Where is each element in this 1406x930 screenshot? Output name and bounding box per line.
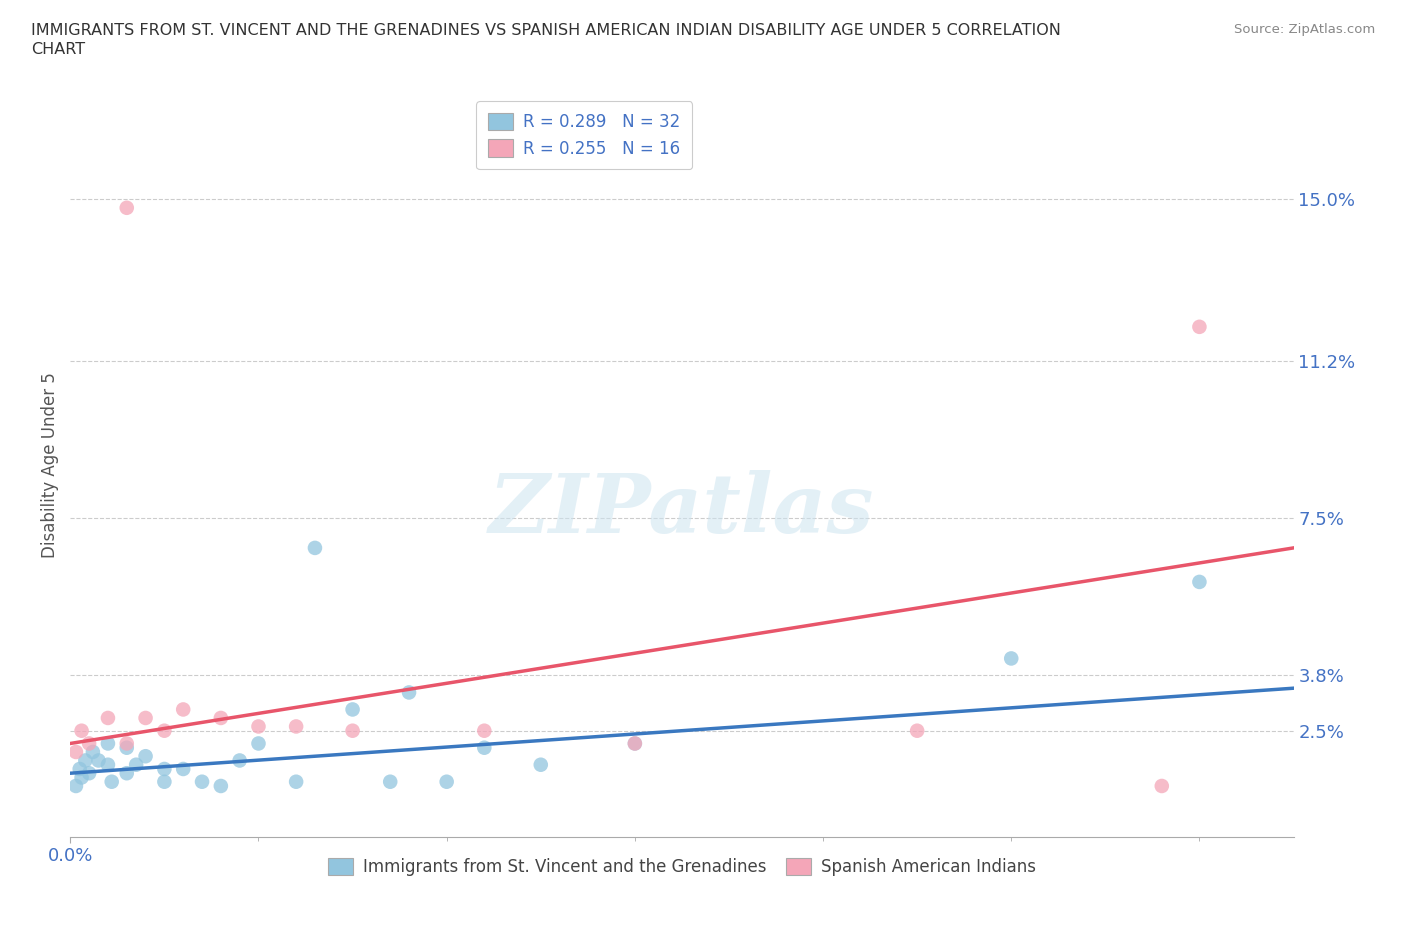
Point <box>100 775 122 790</box>
Point <box>82 745 104 760</box>
Point <box>1000 651 1022 666</box>
Point <box>97 736 120 751</box>
Legend: Immigrants from St. Vincent and the Grenadines, Spanish American Indians: Immigrants from St. Vincent and the Gren… <box>319 850 1045 884</box>
Point <box>69 762 91 777</box>
Point <box>398 685 420 700</box>
Point <box>436 775 458 790</box>
Point <box>153 724 176 738</box>
Point <box>97 711 120 725</box>
Point <box>624 736 647 751</box>
Point <box>209 778 232 793</box>
Point <box>191 775 214 790</box>
Point <box>247 719 270 734</box>
Point <box>77 765 100 780</box>
Point <box>115 740 138 755</box>
Point <box>1150 778 1173 793</box>
Point <box>115 200 138 215</box>
Point <box>153 775 176 790</box>
Point <box>624 736 647 751</box>
Point <box>65 778 87 793</box>
Point <box>97 757 120 772</box>
Point <box>172 702 194 717</box>
Text: ZIPatlas: ZIPatlas <box>489 470 875 550</box>
Point <box>905 724 928 738</box>
Point <box>70 770 93 785</box>
Point <box>87 753 110 768</box>
Point <box>135 711 157 725</box>
Point <box>75 753 97 768</box>
Point <box>472 724 495 738</box>
Point <box>115 736 138 751</box>
Text: Source: ZipAtlas.com: Source: ZipAtlas.com <box>1234 23 1375 36</box>
Text: IMMIGRANTS FROM ST. VINCENT AND THE GRENADINES VS SPANISH AMERICAN INDIAN DISABI: IMMIGRANTS FROM ST. VINCENT AND THE GREN… <box>31 23 1060 38</box>
Point <box>530 757 553 772</box>
Point <box>342 702 364 717</box>
Point <box>125 757 148 772</box>
Point <box>135 749 157 764</box>
Point <box>77 736 100 751</box>
Point <box>380 775 402 790</box>
Point <box>115 765 138 780</box>
Point <box>70 724 93 738</box>
Point <box>472 740 495 755</box>
Point <box>304 540 326 555</box>
Point <box>228 753 250 768</box>
Point <box>285 775 308 790</box>
Point <box>247 736 270 751</box>
Point <box>65 745 87 760</box>
Point <box>285 719 308 734</box>
Point <box>1188 319 1211 334</box>
Point <box>153 762 176 777</box>
Y-axis label: Disability Age Under 5: Disability Age Under 5 <box>41 372 59 558</box>
Point <box>1188 575 1211 590</box>
Point <box>209 711 232 725</box>
Point <box>342 724 364 738</box>
Text: CHART: CHART <box>31 42 84 57</box>
Point <box>172 762 194 777</box>
